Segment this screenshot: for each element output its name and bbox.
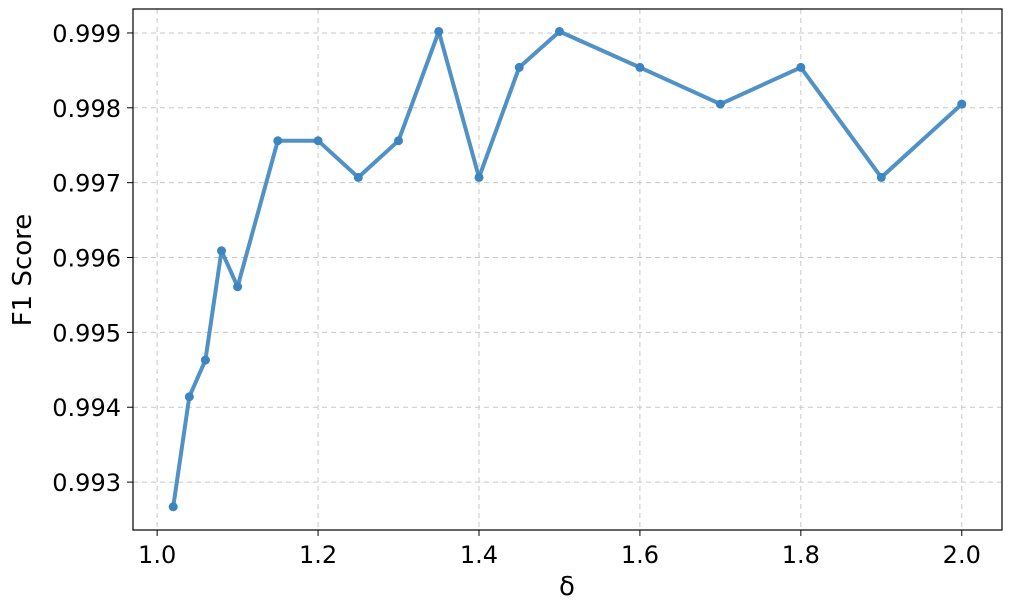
y-tick-label: 0.995 xyxy=(52,319,121,347)
x-tick-label: 1.6 xyxy=(621,541,659,569)
y-tick-label: 0.994 xyxy=(52,394,121,422)
data-point xyxy=(554,26,564,36)
data-point xyxy=(796,62,806,72)
data-point xyxy=(715,99,725,109)
plot-frame xyxy=(132,8,1003,531)
data-point xyxy=(635,62,645,72)
data-point xyxy=(514,62,524,72)
data-point xyxy=(876,172,886,182)
data-point xyxy=(394,136,404,146)
y-tick-label: 0.998 xyxy=(52,95,121,123)
y-tick-label: 0.999 xyxy=(52,20,121,48)
data-point xyxy=(313,136,323,146)
x-tick-label: 1.0 xyxy=(138,541,176,569)
x-tick-label: 1.4 xyxy=(460,541,498,569)
data-point xyxy=(434,26,444,36)
tick-layer: 1.0 1.2 1.4 1.6 1.8 2.0 0.993 0.994 0.995 0.996 0.… xyxy=(52,20,981,569)
x-axis-label: δ xyxy=(559,572,575,602)
y-tick-label: 0.997 xyxy=(52,170,121,198)
x-tick-label: 1.8 xyxy=(782,541,820,569)
data-point xyxy=(353,172,363,182)
data-point xyxy=(168,502,178,512)
x-tick-label: 2.0 xyxy=(943,541,981,569)
data-point xyxy=(233,282,243,292)
data-point xyxy=(957,99,967,109)
data-point xyxy=(217,246,227,256)
grid-lines xyxy=(133,9,1002,530)
series-layer xyxy=(168,26,967,512)
data-point xyxy=(200,355,210,365)
series-line xyxy=(171,29,964,509)
data-point xyxy=(273,136,283,146)
y-tick-label: 0.993 xyxy=(52,469,121,497)
data-point xyxy=(184,392,194,402)
x-tick-label: 1.2 xyxy=(299,541,337,569)
y-tick-label: 0.996 xyxy=(52,245,121,273)
data-point xyxy=(474,172,484,182)
y-axis-label: F1 Score xyxy=(8,214,38,327)
